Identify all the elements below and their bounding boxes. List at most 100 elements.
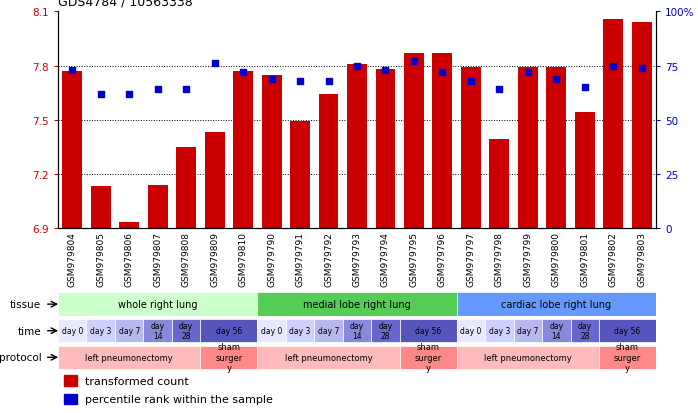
Text: left pneumonectomy: left pneumonectomy [285, 353, 373, 362]
Point [579, 85, 591, 91]
Text: day 56: day 56 [415, 326, 441, 335]
Bar [575, 113, 595, 228]
Text: sham
surger
y: sham surger y [215, 342, 242, 372]
Text: sham
surger
y: sham surger y [415, 342, 442, 372]
Text: GSM979798: GSM979798 [495, 231, 504, 286]
Point [437, 69, 448, 76]
Bar [285, 319, 314, 343]
Bar [461, 68, 481, 228]
Text: day 0: day 0 [61, 326, 83, 335]
Point [95, 91, 106, 98]
Bar [91, 187, 111, 228]
Bar [176, 147, 196, 228]
Text: GSM979801: GSM979801 [580, 231, 589, 286]
Bar [343, 319, 371, 343]
Text: GSM979792: GSM979792 [324, 231, 333, 286]
Bar [518, 68, 538, 228]
Text: GSM979795: GSM979795 [410, 231, 419, 286]
Text: sham
surger
y: sham surger y [614, 342, 641, 372]
Bar [258, 346, 400, 369]
Bar [64, 394, 77, 404]
Text: percentile rank within the sample: percentile rank within the sample [85, 394, 273, 404]
Bar [456, 293, 656, 316]
Text: cardiac lobe right lung: cardiac lobe right lung [501, 299, 611, 309]
Point [522, 69, 533, 76]
Bar [485, 319, 514, 343]
Text: GSM979797: GSM979797 [466, 231, 475, 286]
Text: day 0: day 0 [261, 326, 282, 335]
Text: left pneumonectomy: left pneumonectomy [484, 353, 572, 362]
Bar [404, 54, 424, 228]
Bar [514, 319, 542, 343]
Bar [347, 64, 367, 228]
Bar [603, 19, 623, 228]
Text: whole right lung: whole right lung [118, 299, 198, 309]
Text: GSM979796: GSM979796 [438, 231, 447, 286]
Bar [456, 319, 485, 343]
Point [636, 65, 647, 72]
Bar [456, 346, 599, 369]
Point [608, 63, 619, 70]
Bar [314, 319, 343, 343]
Bar [172, 319, 200, 343]
Bar [376, 70, 396, 228]
Point [124, 91, 135, 98]
Bar [58, 293, 258, 316]
Bar [599, 319, 656, 343]
Bar [489, 140, 510, 228]
Bar [119, 223, 139, 228]
Text: protocol: protocol [0, 352, 41, 362]
Bar [258, 293, 456, 316]
Text: day 7: day 7 [517, 326, 539, 335]
Bar [262, 75, 281, 228]
Text: GSM979802: GSM979802 [609, 231, 618, 286]
Text: GSM979804: GSM979804 [68, 231, 77, 286]
Bar [547, 68, 566, 228]
Bar [143, 319, 172, 343]
Bar [64, 375, 77, 386]
Text: GSM979800: GSM979800 [552, 231, 560, 286]
Point [237, 69, 248, 76]
Text: day 3: day 3 [290, 326, 311, 335]
Bar [258, 319, 285, 343]
Bar [290, 122, 310, 228]
Point [408, 59, 419, 65]
Point [266, 76, 277, 83]
Text: day 7: day 7 [318, 326, 339, 335]
Bar [115, 319, 143, 343]
Text: GSM979810: GSM979810 [239, 231, 248, 286]
Text: day
14: day 14 [350, 321, 364, 341]
Text: GSM979803: GSM979803 [637, 231, 646, 286]
Point [323, 78, 334, 85]
Text: day
28: day 28 [179, 321, 193, 341]
Point [351, 63, 362, 70]
Bar [371, 319, 400, 343]
Point [551, 76, 562, 83]
Bar [233, 72, 253, 228]
Text: day 7: day 7 [119, 326, 140, 335]
Text: GSM979790: GSM979790 [267, 231, 276, 286]
Bar [58, 346, 200, 369]
Text: day
14: day 14 [549, 321, 563, 341]
Text: medial lobe right lung: medial lobe right lung [303, 299, 411, 309]
Text: transformed count: transformed count [85, 376, 188, 386]
Text: day 0: day 0 [460, 326, 482, 335]
Text: GSM979799: GSM979799 [524, 231, 533, 286]
Point [466, 78, 477, 85]
Bar [62, 72, 82, 228]
Bar [400, 346, 456, 369]
Text: day 3: day 3 [90, 326, 112, 335]
Point [181, 87, 192, 93]
Text: GSM979794: GSM979794 [381, 231, 390, 286]
Point [66, 67, 77, 74]
Text: GSM979809: GSM979809 [210, 231, 219, 286]
Point [209, 61, 220, 67]
Text: time: time [17, 326, 41, 336]
Text: day 56: day 56 [216, 326, 242, 335]
Bar [400, 319, 456, 343]
Text: GSM979808: GSM979808 [181, 231, 191, 286]
Bar [318, 95, 339, 228]
Point [493, 87, 505, 93]
Bar [148, 185, 168, 228]
Text: left pneumonectomy: left pneumonectomy [85, 353, 173, 362]
